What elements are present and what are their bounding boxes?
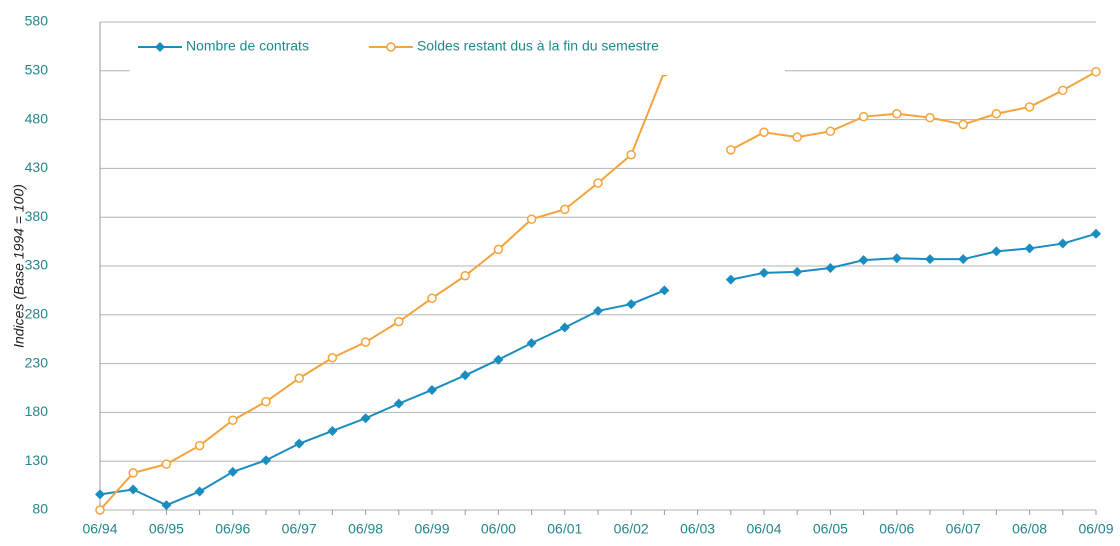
data-point bbox=[626, 149, 636, 160]
data-point bbox=[1057, 238, 1068, 249]
x-tick-label: 06/09 bbox=[1078, 521, 1113, 537]
data-point bbox=[560, 204, 570, 215]
x-tick-label: 06/08 bbox=[1012, 521, 1047, 537]
data-point bbox=[559, 322, 570, 333]
x-tick-label: 06/00 bbox=[481, 521, 516, 537]
data-point bbox=[294, 438, 305, 449]
legend-label: Soldes restant dus à la fin du semestre bbox=[417, 38, 659, 54]
data-point bbox=[327, 425, 338, 436]
legend-label: Nombre de contrats bbox=[186, 38, 309, 54]
data-point bbox=[858, 255, 869, 266]
data-point bbox=[161, 500, 172, 511]
data-point bbox=[925, 112, 935, 123]
data-point bbox=[891, 253, 902, 264]
y-tick-label: 80 bbox=[32, 501, 48, 517]
data-point bbox=[427, 384, 437, 395]
y-axis-label: Indices (Base 1994 = 100) bbox=[11, 184, 27, 348]
data-point bbox=[360, 337, 371, 347]
y-tick-label: 430 bbox=[25, 159, 49, 175]
y-tick-label: 280 bbox=[25, 306, 49, 322]
data-point bbox=[194, 440, 205, 451]
data-point bbox=[792, 132, 802, 142]
data-point bbox=[228, 415, 238, 425]
data-point bbox=[825, 262, 836, 273]
x-tick-label: 06/03 bbox=[680, 521, 715, 537]
data-point bbox=[991, 108, 1002, 119]
x-tick-label: 06/95 bbox=[149, 521, 184, 537]
x-tick-label: 06/98 bbox=[348, 521, 383, 537]
data-point bbox=[393, 398, 404, 409]
data-point bbox=[626, 299, 637, 310]
x-tick-label: 06/94 bbox=[82, 521, 117, 537]
data-point bbox=[892, 108, 902, 119]
legend-marker bbox=[155, 42, 165, 52]
data-point bbox=[526, 338, 537, 349]
data-point bbox=[593, 305, 603, 316]
data-point bbox=[1058, 85, 1068, 96]
y-tick-label: 230 bbox=[25, 354, 49, 370]
y-tick-label: 330 bbox=[25, 257, 49, 273]
data-point bbox=[261, 455, 271, 466]
data-point bbox=[460, 271, 470, 281]
data-point bbox=[958, 254, 969, 265]
data-point bbox=[1091, 67, 1101, 77]
data-point bbox=[95, 505, 105, 515]
x-tick-label: 06/99 bbox=[414, 521, 449, 537]
data-point bbox=[825, 126, 836, 137]
data-point bbox=[227, 466, 238, 477]
data-point bbox=[128, 468, 138, 478]
y-tick-label: 580 bbox=[25, 13, 49, 29]
data-point bbox=[726, 145, 736, 155]
data-point bbox=[493, 354, 504, 365]
data-point bbox=[394, 316, 404, 327]
y-tick-label: 530 bbox=[25, 62, 49, 78]
series-line bbox=[99, 70, 1097, 511]
x-tick-label: 06/97 bbox=[282, 521, 317, 537]
y-tick-label: 380 bbox=[25, 208, 49, 224]
x-tick-label: 06/06 bbox=[879, 521, 914, 537]
y-tick-label: 130 bbox=[25, 452, 49, 468]
data-point bbox=[725, 274, 736, 285]
data-point bbox=[1024, 243, 1035, 254]
data-point bbox=[360, 413, 371, 424]
series-line bbox=[99, 232, 1097, 507]
data-point bbox=[1024, 102, 1035, 112]
data-point bbox=[427, 293, 437, 303]
data-point bbox=[526, 214, 537, 224]
data-point bbox=[792, 266, 803, 277]
y-tick-label: 480 bbox=[25, 110, 49, 126]
legend-box bbox=[130, 30, 785, 75]
data-point bbox=[1091, 228, 1101, 239]
data-point bbox=[128, 484, 139, 495]
data-point bbox=[958, 119, 968, 130]
x-tick-label: 06/07 bbox=[946, 521, 981, 537]
data-point bbox=[460, 370, 471, 381]
y-tick-label: 180 bbox=[25, 403, 49, 419]
x-tick-label: 06/01 bbox=[547, 521, 582, 537]
legend-marker bbox=[386, 42, 396, 52]
data-point bbox=[194, 486, 205, 497]
x-tick-label: 06/96 bbox=[215, 521, 250, 537]
x-tick-label: 06/04 bbox=[746, 521, 781, 537]
x-tick-label: 06/05 bbox=[813, 521, 848, 537]
data-point bbox=[991, 246, 1002, 257]
data-point bbox=[593, 178, 603, 188]
data-point bbox=[261, 396, 271, 407]
data-point bbox=[858, 111, 869, 122]
data-point bbox=[327, 352, 338, 363]
data-point bbox=[294, 373, 304, 383]
data-point bbox=[759, 267, 769, 278]
data-point bbox=[493, 244, 504, 255]
x-tick-label: 06/02 bbox=[614, 521, 649, 537]
data-point bbox=[95, 489, 105, 500]
data-point bbox=[925, 254, 935, 265]
data-point bbox=[659, 285, 670, 296]
data-point bbox=[161, 459, 172, 469]
data-point bbox=[759, 127, 769, 138]
